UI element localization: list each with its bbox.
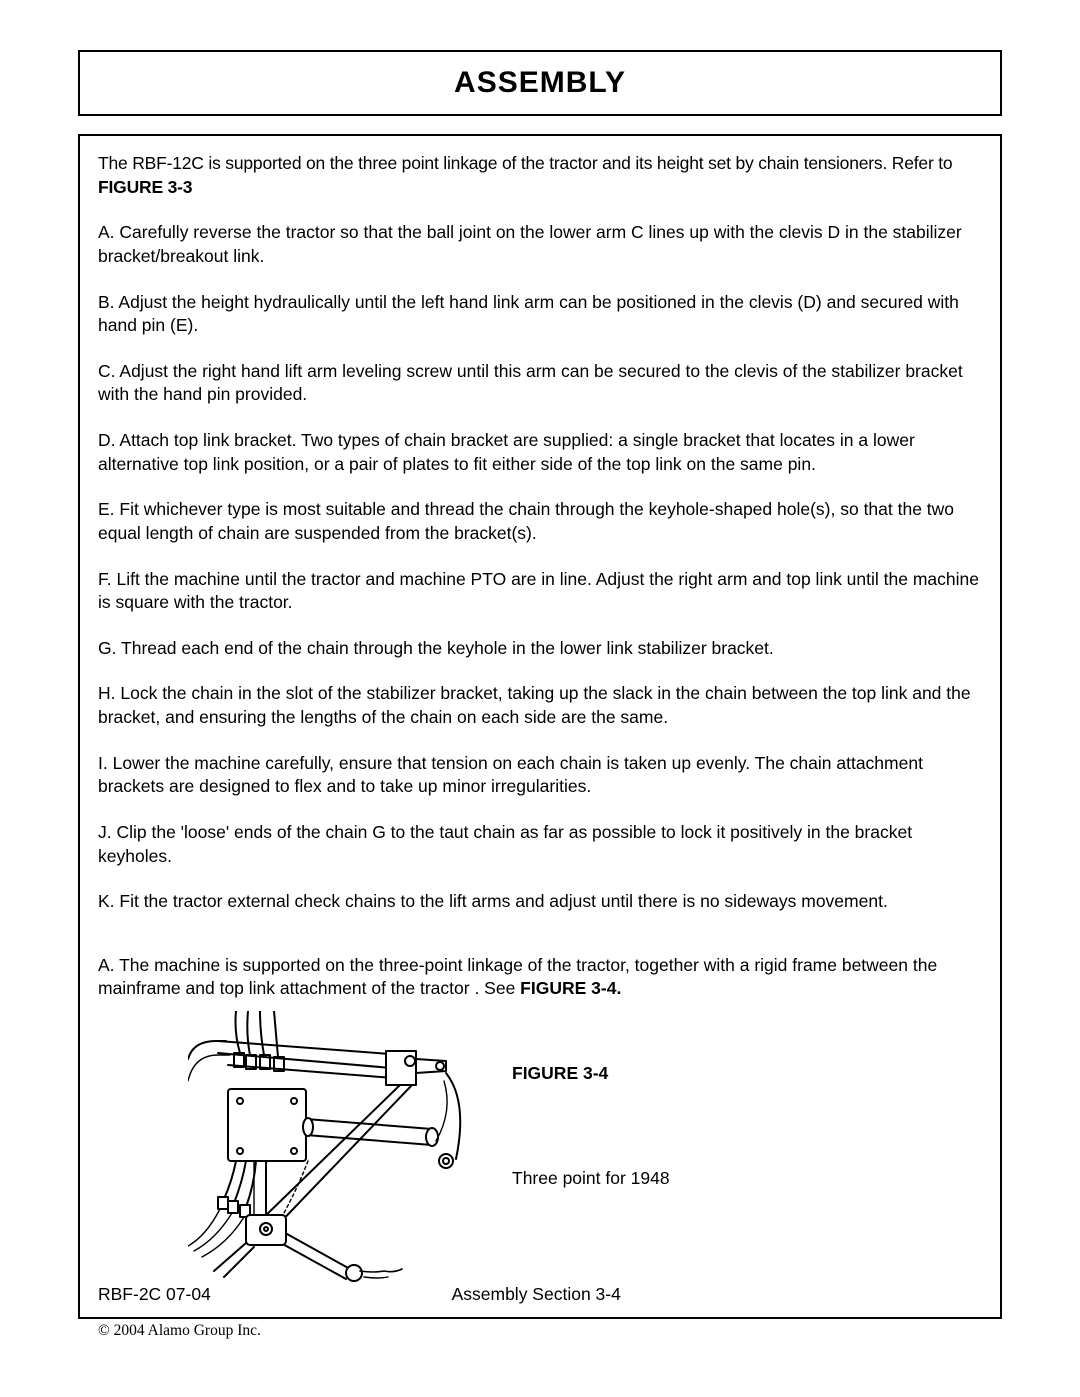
intro-ref: FIGURE 3-3 <box>98 177 192 197</box>
figure-3-4-illustration <box>188 1011 488 1286</box>
step-f: F. Lift the machine until the tractor an… <box>98 568 982 615</box>
step-j: J. Clip the 'loose' ends of the chain G … <box>98 821 982 868</box>
figure-text-column: FIGURE 3-4 Three point for 1948 <box>512 1011 982 1190</box>
step-d: D. Attach top link bracket. Two types of… <box>98 429 982 476</box>
step-g: G. Thread each end of the chain through … <box>98 637 982 661</box>
footer-center: Assembly Section 3-4 <box>452 1284 806 1305</box>
content-box: The RBF-12C is supported on the three po… <box>78 134 1002 1319</box>
intro-text: The RBF-12C is supported on the three po… <box>98 153 952 173</box>
step-k: K. Fit the tractor external check chains… <box>98 890 982 914</box>
figure-label: FIGURE 3-4 <box>512 1061 982 1086</box>
section-a-paragraph: A. The machine is supported on the three… <box>98 954 982 1001</box>
figure-row: FIGURE 3-4 Three point for 1948 <box>188 1011 982 1286</box>
step-h: H. Lock the chain in the slot of the sta… <box>98 682 982 729</box>
section-a-ref: FIGURE 3-4. <box>520 978 621 998</box>
footer-row: RBF-2C 07-04 Assembly Section 3-4 <box>98 1284 982 1305</box>
intro-paragraph: The RBF-12C is supported on the three po… <box>98 152 982 199</box>
page-root: ASSEMBLY The RBF-12C is supported on the… <box>0 0 1080 1397</box>
figure-caption: Three point for 1948 <box>512 1166 982 1191</box>
footer-left: RBF-2C 07-04 <box>98 1284 452 1305</box>
copyright: © 2004 Alamo Group Inc. <box>98 1322 1002 1340</box>
step-b: B. Adjust the height hydraulically until… <box>98 291 982 338</box>
step-a: A. Carefully reverse the tractor so that… <box>98 221 982 268</box>
step-i: I. Lower the machine carefully, ensure t… <box>98 752 982 799</box>
header-box: ASSEMBLY <box>78 50 1002 116</box>
step-c: C. Adjust the right hand lift arm leveli… <box>98 360 982 407</box>
step-e: E. Fit whichever type is most suitable a… <box>98 498 982 545</box>
page-title: ASSEMBLY <box>80 66 1000 100</box>
section-a-text: A. The machine is supported on the three… <box>98 955 937 999</box>
